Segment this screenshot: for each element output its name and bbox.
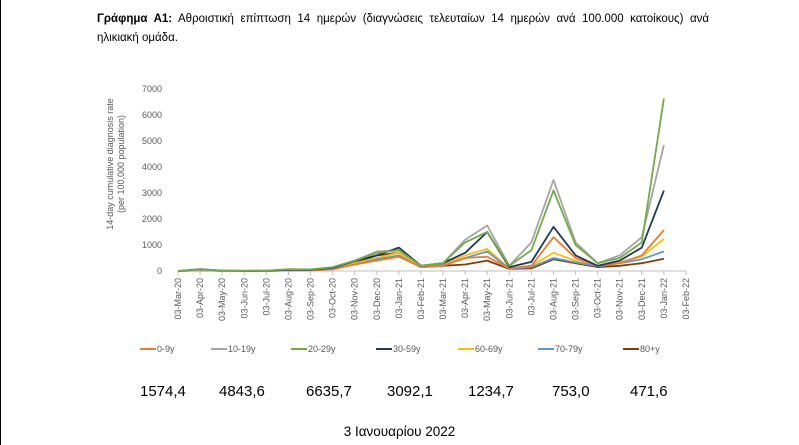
latest-value: 4843,6 xyxy=(219,383,265,400)
y-tick-label: 3000 xyxy=(142,188,162,198)
latest-value: 3092,1 xyxy=(387,383,433,400)
x-tick-label: 03-Jun-20 xyxy=(239,278,249,319)
latest-value: 753,0 xyxy=(552,383,590,400)
x-tick-label: 03-May-20 xyxy=(217,278,227,321)
legend-label: 20-29y xyxy=(308,344,336,354)
x-tick-label: 03-May-21 xyxy=(482,278,492,321)
latest-value: 1574,4 xyxy=(140,383,186,400)
y-axis-title: 14-day cumulative diagnosis rate xyxy=(105,98,115,230)
series-line-30-59y xyxy=(177,190,665,272)
x-tick-label: 03-Nov-21 xyxy=(615,278,625,320)
x-tick-label: 03-Mar-21 xyxy=(438,278,448,320)
x-tick-label: 03-Aug-20 xyxy=(283,278,293,320)
latest-value: 471,6 xyxy=(630,383,668,400)
left-border xyxy=(0,0,1,445)
x-tick-label: 03-Jul-20 xyxy=(261,278,271,316)
y-tick-label: 4000 xyxy=(142,162,162,172)
series-line-70-79y xyxy=(177,250,665,272)
x-tick-label: 03-Nov-20 xyxy=(350,278,360,320)
x-axis-ticks: 03-Mar-20 03-Apr-20 03-May-20 03-Jun-20 03-J… xyxy=(173,271,691,321)
x-tick-label: 03-Oct-20 xyxy=(328,278,338,318)
series-line-20-29y xyxy=(177,98,665,272)
series-line-10-19y xyxy=(177,144,665,272)
y-axis-title-line-2: (per 100,000 population) xyxy=(116,115,126,213)
legend: 0-9y 10-19y 20-29y 30-59y 60-69y 70-79y 80+y xyxy=(140,344,660,354)
y-tick-label: 0 xyxy=(157,266,162,276)
y-tick-label: 1000 xyxy=(142,240,162,250)
y-axis-title-group: 14-day cumulative diagnosis rate (per 100… xyxy=(105,98,126,230)
legend-label: 60-69y xyxy=(475,344,503,354)
x-tick-label: 03-Jul-21 xyxy=(526,278,536,316)
report-date: 3 Ιανουαρίου 2022 xyxy=(343,424,456,439)
x-tick-label: 03-Oct-21 xyxy=(593,278,603,318)
x-tick-label: 03-Apr-21 xyxy=(460,278,470,318)
x-tick-label: 03-Apr-20 xyxy=(195,278,205,318)
y-axis-ticks: 0 1000 2000 3000 4000 5000 6000 7000 xyxy=(142,84,162,276)
caption-text: Αθροιστική επίπτωση 14 ημερών (διαγνώσει… xyxy=(97,13,709,44)
caption-label: Γράφημα Α1: xyxy=(97,13,173,25)
x-tick-label: 03-Jan-22 xyxy=(659,278,669,319)
x-tick-label: 03-Feb-21 xyxy=(416,278,426,320)
y-tick-label: 7000 xyxy=(142,84,162,94)
y-tick-label: 2000 xyxy=(142,214,162,224)
x-tick-label: 03-Feb-22 xyxy=(681,278,691,320)
x-tick-label: 03-Jan-21 xyxy=(394,278,404,319)
legend-label: 10-19y xyxy=(228,344,256,354)
latest-value: 6635,7 xyxy=(306,383,352,400)
x-tick-label: 03-Sep-20 xyxy=(306,278,316,320)
x-tick-label: 03-Dec-20 xyxy=(372,278,382,320)
x-tick-label: 03-Sep-21 xyxy=(571,278,581,320)
x-tick-label: 03-Dec-21 xyxy=(637,278,647,320)
x-tick-label: 03-Aug-21 xyxy=(548,278,558,320)
legend-label: 70-79y xyxy=(555,344,583,354)
figure-caption: Γράφημα Α1: Αθροιστική επίπτωση 14 ημερώ… xyxy=(97,10,709,48)
x-tick-label: 03-Mar-20 xyxy=(173,278,183,320)
y-tick-label: 5000 xyxy=(142,136,162,146)
latest-values-row: 1574,4 4843,6 6635,7 3092,1 1234,7 753,0 471,6 xyxy=(0,383,799,403)
series-lines xyxy=(177,98,665,272)
legend-label: 80+y xyxy=(640,344,660,354)
latest-value: 1234,7 xyxy=(468,383,514,400)
x-tick-label: 03-Jun-21 xyxy=(504,278,514,319)
legend-label: 30-59y xyxy=(393,344,421,354)
y-tick-label: 6000 xyxy=(142,110,162,120)
legend-label: 0-9y xyxy=(157,344,175,354)
